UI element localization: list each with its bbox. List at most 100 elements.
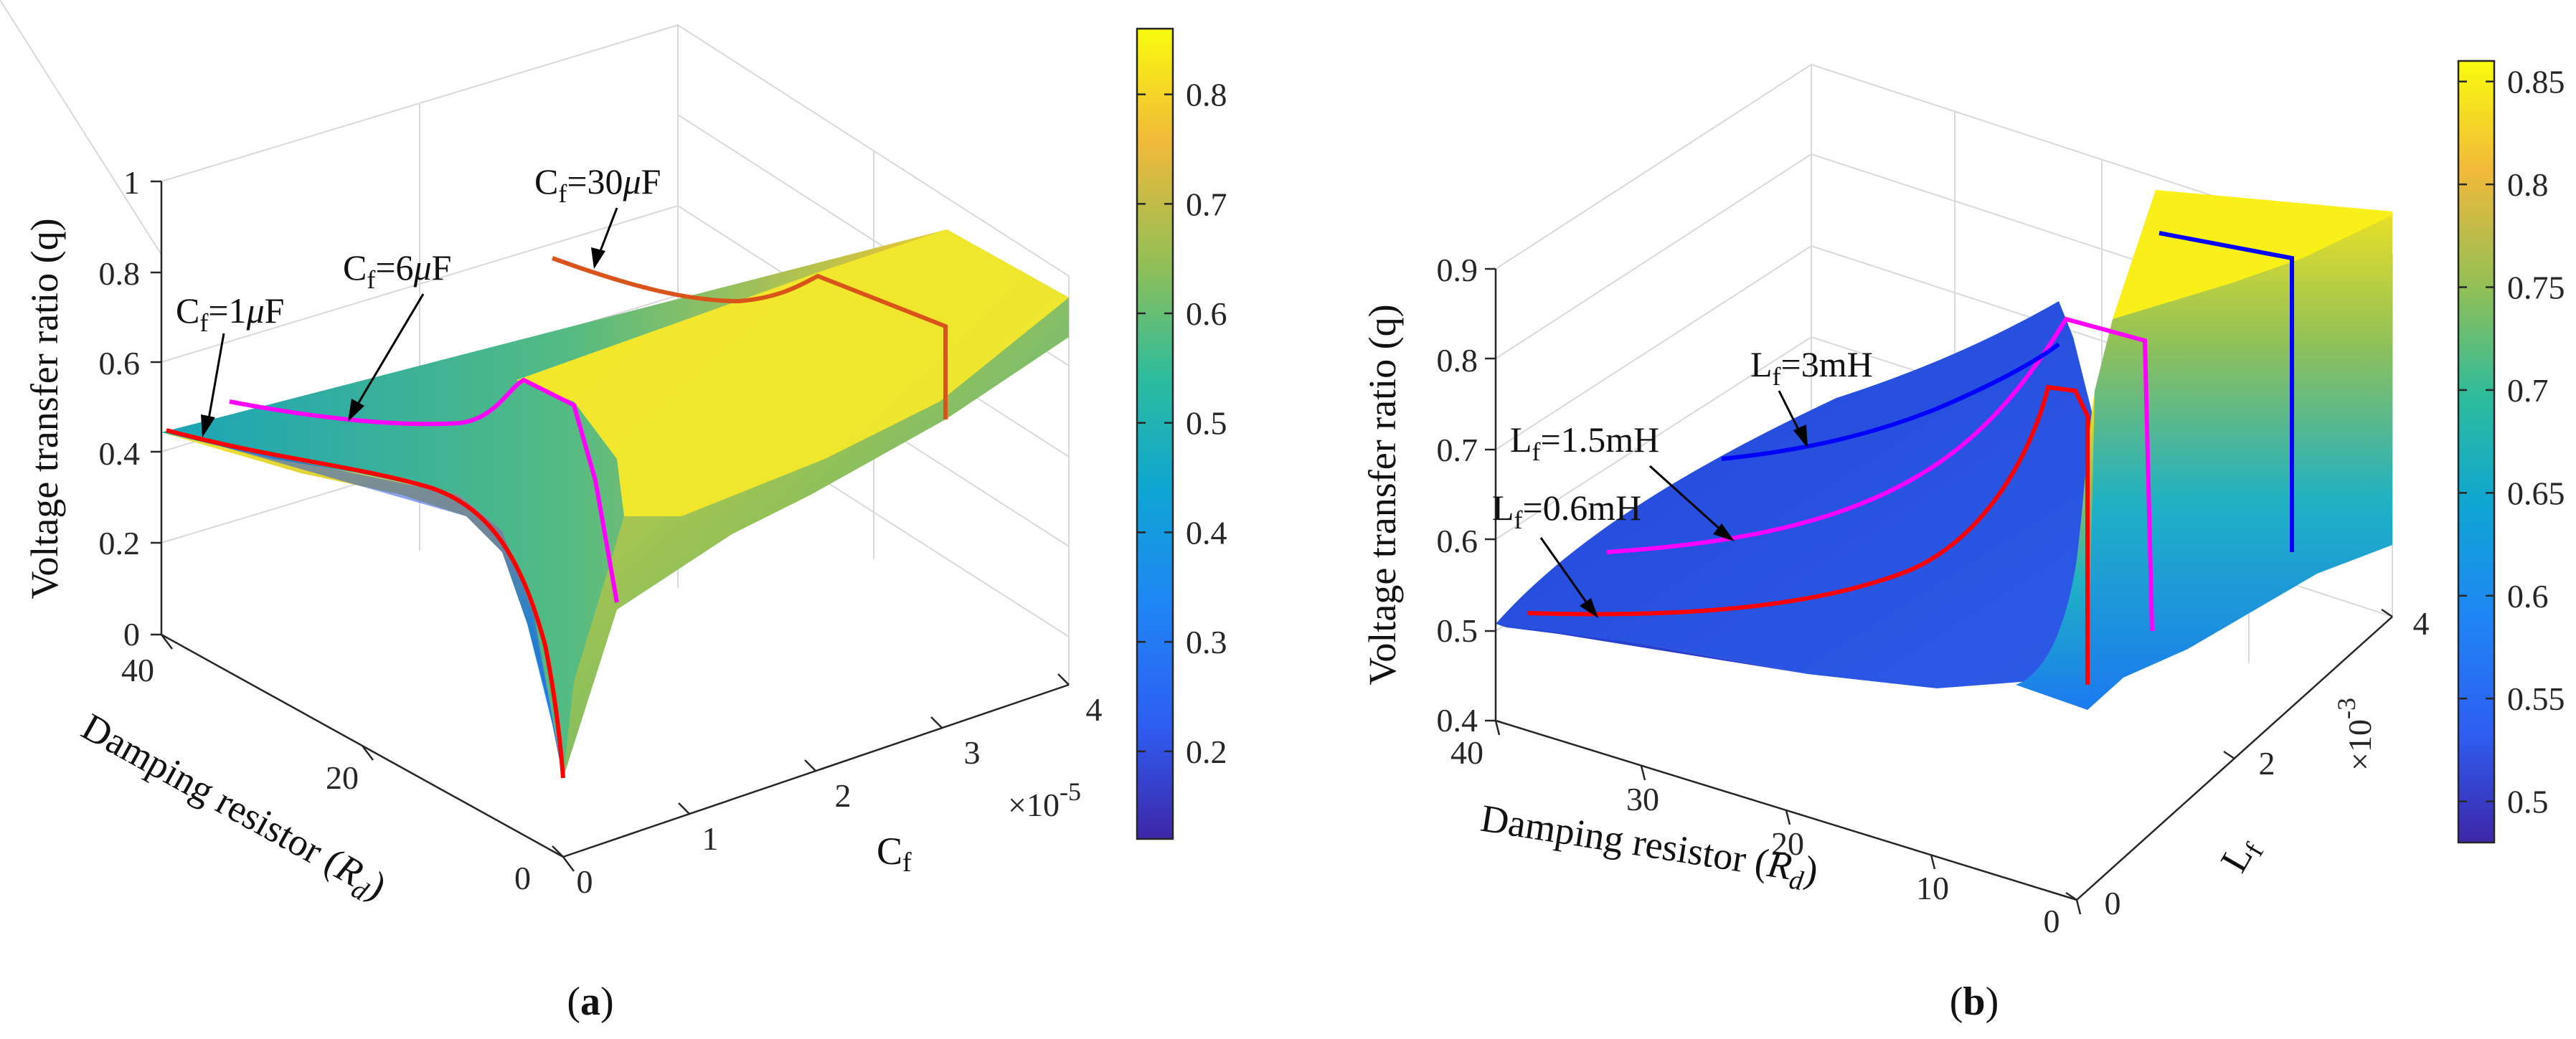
annotation-arrow <box>207 333 225 424</box>
colorbar-tick-label: 0.7 <box>1186 186 1227 222</box>
annotation-arrowhead <box>201 414 215 437</box>
panel-b-zticks: 0.4 0.5 0.6 0.7 0.8 0.9 <box>1437 252 1478 739</box>
y-tick: 4 <box>1086 691 1103 728</box>
y-tick: 2 <box>2259 745 2275 782</box>
panel-a-yticks: 0 1 2 3 4 <box>577 691 1103 900</box>
z-tick: 0.4 <box>99 435 141 472</box>
ann-mu: μ <box>413 247 432 288</box>
colorbar-tick-label: 0.8 <box>1186 77 1227 113</box>
x-tick: 20 <box>326 759 359 796</box>
panel-a-caption: (a) <box>567 979 613 1024</box>
panel-a-y-multiplier: ×10-5 <box>1008 777 1081 823</box>
ann-sym: C <box>534 161 558 201</box>
annotation-arrow <box>598 207 618 255</box>
z-tick: 1 <box>123 164 140 201</box>
panel-a-y-label: Cf <box>877 830 912 878</box>
x-tick: 10 <box>1916 870 1949 906</box>
panel-b-surface-wall <box>2087 190 2392 710</box>
annotation-arrowhead <box>591 247 605 269</box>
panel-a-z-label: Voltage transfer ratio (q) <box>23 218 66 599</box>
panel-b-y-multiplier: ×10-3 <box>2332 698 2378 771</box>
ann-sub: f <box>367 265 375 294</box>
z-tick: 0.8 <box>99 255 141 292</box>
x-tick: 0 <box>2044 903 2060 939</box>
colorbar-tick-label: 0.65 <box>2507 475 2565 511</box>
y-tick: 3 <box>964 734 981 771</box>
z-tick: 0.6 <box>1437 523 1478 559</box>
annotation-arrowhead <box>348 399 364 422</box>
panel-b-surface <box>1496 190 2392 710</box>
panel-b-curve-lf-3mh-wall <box>2159 231 2294 552</box>
x-tick: 40 <box>121 652 154 688</box>
ann-sym: C <box>343 247 367 288</box>
ann-sub: f <box>558 179 567 208</box>
colorbar-tick-label: 0.2 <box>1186 734 1227 770</box>
colorbar-tick-label: 0.5 <box>2507 784 2549 820</box>
panel-a-surface-plateau <box>516 229 1069 516</box>
panel-a-curve-cf-30uf <box>551 256 948 419</box>
colorbar-tick-label: 0.85 <box>2507 64 2565 100</box>
annotation-arrow <box>1648 465 1723 532</box>
colorbar-tick-label: 0.6 <box>1186 295 1227 332</box>
annotation-cf-1uf: Cf=1μF <box>176 290 284 337</box>
annotation-arrowhead <box>1580 598 1598 618</box>
z-tick: 0.6 <box>99 345 141 381</box>
y-tick: 4 <box>2413 605 2430 642</box>
panel-b-annotations: Lf=3mH Lf=1.5mH Lf=0.6mH <box>1492 344 1873 618</box>
ann-eq: =3mH <box>1781 344 1873 384</box>
annotation-cf-30uf: Cf=30μF <box>534 161 661 208</box>
colorbar-tick-label: 0.75 <box>2507 270 2565 306</box>
ann-eq: =1.5mH <box>1541 419 1660 460</box>
z-tick: 0.9 <box>1437 252 1478 288</box>
panel-a-zticks: 0 0.2 0.4 0.6 0.8 1 <box>99 164 141 653</box>
z-tick: 0.8 <box>1437 342 1478 379</box>
annotation-lf-0.6mh: Lf=0.6mH <box>1492 488 1641 534</box>
annotation-arrow <box>1778 390 1802 435</box>
colorbar-b-ticks: 0.5 0.55 0.6 0.65 0.7 0.75 0.8 0.85 <box>2458 64 2565 820</box>
x-label-text: Damping resistor ( <box>75 705 349 883</box>
y-label-sym: C <box>877 830 902 873</box>
ann-eq: =6 <box>375 247 413 288</box>
y-tick: 2 <box>835 777 851 814</box>
x-label-close: ) <box>1801 848 1821 892</box>
annotation-lf-1.5mh: Lf=1.5mH <box>1510 419 1659 466</box>
panel-b-z-label: Voltage transfer ratio (q) <box>1361 304 1404 685</box>
y-multiplier-base: ×10 <box>2341 719 2378 771</box>
colorbar-tick-label: 0.7 <box>2507 372 2549 409</box>
colorbar-tick-label: 0.5 <box>1186 405 1227 442</box>
y-label-sym: L <box>2212 837 2260 879</box>
caption-close: ) <box>1986 979 1999 1024</box>
panel-a-colorbar: 0.2 0.3 0.4 0.5 0.6 0.7 0.8 <box>1136 27 1227 840</box>
ann-sym: L <box>1750 344 1773 384</box>
ann-unit: F <box>641 161 661 201</box>
caption-letter: b <box>1963 979 1985 1024</box>
colorbar-tick-label: 0.6 <box>2507 578 2549 615</box>
y-tick: 0 <box>577 863 593 900</box>
panel-a-surface <box>161 229 1069 778</box>
colorbar-tick-label: 0.4 <box>1186 514 1227 551</box>
caption-open: ( <box>567 979 580 1024</box>
caption-open: ( <box>1950 979 1963 1024</box>
panel-a-curves <box>166 256 948 779</box>
caption-letter: a <box>580 979 600 1024</box>
colorbar-b <box>2457 60 2496 844</box>
ann-mu: μ <box>246 290 265 331</box>
panel-b-xticks: 40 30 20 10 0 <box>1450 734 2060 939</box>
panel-b-curve-lf-3mh <box>1721 342 2060 461</box>
x-tick: 40 <box>1450 734 1483 771</box>
x-tick: 30 <box>1626 781 1659 817</box>
ann-sym: L <box>1492 488 1514 528</box>
annotation-lf-3mh: Lf=3mH <box>1750 344 1873 391</box>
x-tick: 20 <box>1771 825 1804 862</box>
panel-a-curve-cf-6uf <box>229 377 619 603</box>
annotation-arrow <box>354 293 425 409</box>
ann-sub: f <box>1532 437 1541 466</box>
y-multiplier-exp: -5 <box>1060 777 1081 806</box>
ann-eq: =0.6mH <box>1523 488 1642 528</box>
z-tick: 0.2 <box>99 525 141 561</box>
ann-unit: F <box>432 247 452 288</box>
y-multiplier-base: ×10 <box>1008 787 1060 823</box>
panel-b-curve-lf-0.6mh <box>1527 384 2090 685</box>
panel-b-y-label: Lf <box>2212 829 2270 881</box>
colorbar-tick-label: 0.8 <box>2507 166 2549 203</box>
